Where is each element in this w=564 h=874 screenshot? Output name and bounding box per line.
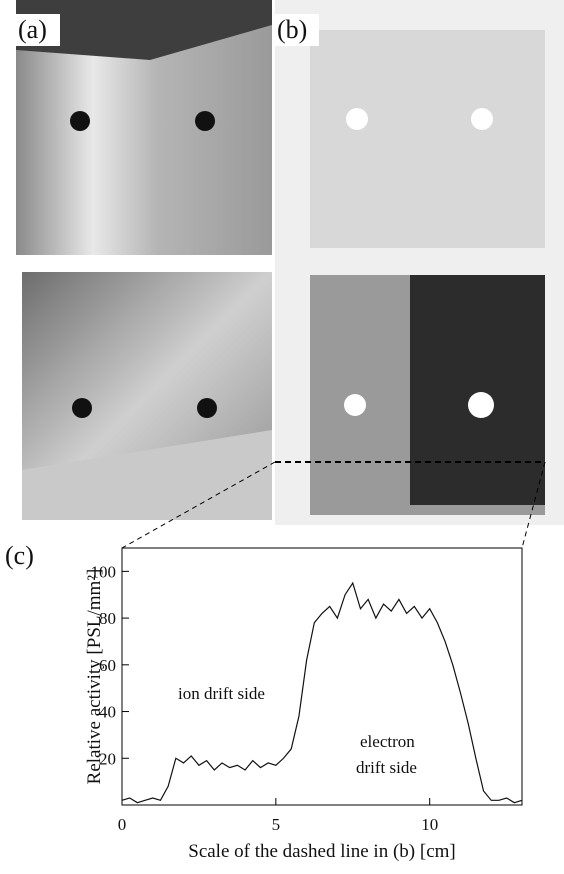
- x-tick-label: 0: [118, 815, 127, 834]
- annotation: ion drift side: [178, 684, 265, 703]
- data-line: [121, 581, 523, 804]
- panel-label: (b): [277, 15, 307, 44]
- x-axis-label: Scale of the dashed line in (b) [cm]: [188, 841, 455, 862]
- annotation: drift side: [356, 758, 417, 777]
- photo-a: [16, 0, 272, 520]
- y-tick-label: 100: [91, 562, 117, 581]
- x-tick-label: 5: [272, 815, 281, 834]
- y-tick-label: 40: [99, 703, 116, 722]
- annotation: electron: [360, 732, 415, 751]
- y-tick-label: 80: [99, 609, 116, 628]
- y-axis-label: Relative activity [PSL/mm²]: [84, 569, 105, 785]
- plot-frame: [121, 547, 523, 806]
- x-tick-label: 10: [421, 815, 438, 834]
- plot: 0 5 10 20 40 60 80 100 Scale of the dashed line …: [84, 547, 523, 862]
- panel-label: (a): [18, 15, 47, 44]
- image-b: [121, 0, 564, 549]
- y-tick-label: 60: [99, 656, 116, 675]
- y-tick-label: 20: [99, 749, 116, 768]
- panel-label: (c): [5, 541, 34, 570]
